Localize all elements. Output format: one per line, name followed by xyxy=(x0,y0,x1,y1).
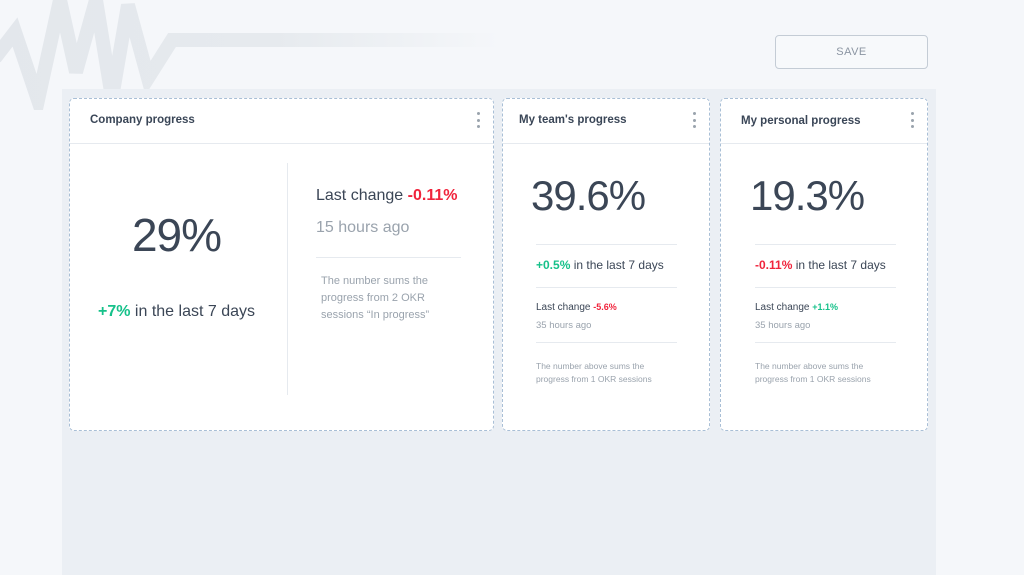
kebab-menu-icon[interactable] xyxy=(691,112,697,128)
kebab-menu-icon[interactable] xyxy=(475,112,481,128)
team-last-change: Last change -5.6% xyxy=(536,302,617,313)
trend-delta: -0.11% xyxy=(755,258,793,272)
last-change-label: Last change xyxy=(316,187,404,204)
card-header: Company progress xyxy=(70,99,493,144)
kebab-menu-icon[interactable] xyxy=(909,112,915,128)
card-header: My personal progress xyxy=(721,99,927,144)
team-progress-card: My team's progress xyxy=(502,98,710,431)
last-change-ago: 35 hours ago xyxy=(755,320,811,331)
divider xyxy=(755,287,896,288)
vertical-divider xyxy=(287,163,288,395)
divider xyxy=(536,287,677,288)
trend-text: in the last 7 days xyxy=(573,258,664,272)
last-change-ago: 15 hours ago xyxy=(316,219,410,236)
last-change-value: -0.11% xyxy=(407,187,458,204)
personal-last-change: Last change +1.1% xyxy=(755,302,838,313)
last-change-label: Last change xyxy=(755,302,810,313)
personal-note: The number above sums the progress from … xyxy=(755,361,871,384)
trend-delta: +7% xyxy=(98,303,131,320)
company-progress-card: Company progress xyxy=(69,98,494,431)
personal-progress-value: 19.3% xyxy=(750,172,865,219)
trend-text: in the last 7 days xyxy=(795,258,886,272)
company-last-change: Last change -0.11% xyxy=(316,187,457,205)
card-header: My team's progress xyxy=(503,99,709,144)
divider xyxy=(536,244,677,245)
divider xyxy=(536,342,677,343)
company-note: The number sums the progress from 2 OKR … xyxy=(321,275,430,321)
last-change-ago: 35 hours ago xyxy=(536,320,592,331)
horizontal-divider xyxy=(316,257,461,258)
company-trend: +7% in the last 7 days xyxy=(69,303,284,321)
trend-text: in the last 7 days xyxy=(134,303,255,320)
team-trend: +0.5% in the last 7 days xyxy=(536,258,664,272)
card-title: Company progress xyxy=(90,114,195,126)
team-progress-value: 39.6% xyxy=(531,172,646,219)
company-progress-value: 29% xyxy=(131,209,222,261)
card-title: My team's progress xyxy=(519,114,627,126)
last-change-value: -5.6% xyxy=(593,302,617,312)
divider xyxy=(755,244,896,245)
save-button[interactable]: SAVE xyxy=(775,35,928,69)
team-note: The number above sums the progress from … xyxy=(536,361,652,384)
trend-delta: +0.5% xyxy=(536,258,571,272)
card-title: My personal progress xyxy=(741,115,861,127)
personal-progress-card: My personal progress xyxy=(720,98,928,431)
divider xyxy=(755,342,896,343)
last-change-value: +1.1% xyxy=(812,302,839,312)
personal-trend: -0.11% in the last 7 days xyxy=(755,258,886,272)
last-change-label: Last change xyxy=(536,302,591,313)
